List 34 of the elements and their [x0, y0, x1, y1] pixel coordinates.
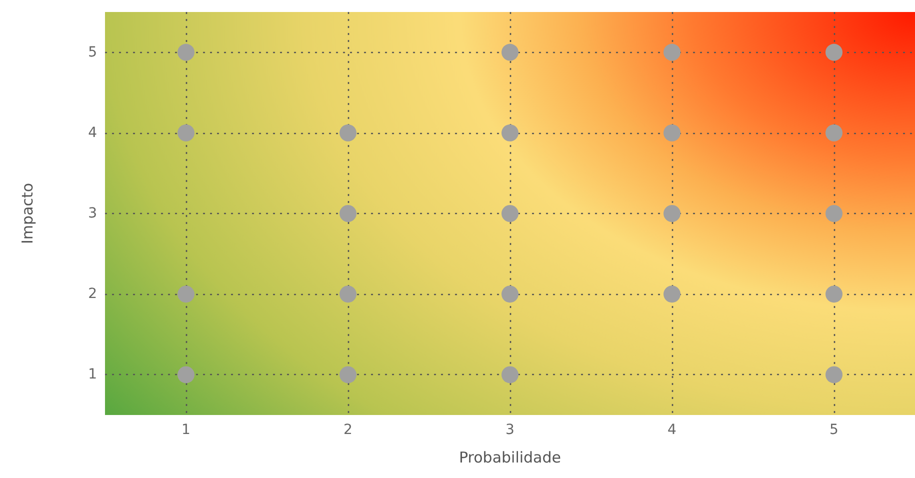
x-tick-label: 2 — [344, 422, 352, 438]
x-tick-label: 1 — [182, 422, 190, 438]
point — [178, 124, 194, 142]
point — [664, 286, 680, 303]
x-tick-label: 4 — [668, 422, 677, 438]
y-tick-label: 1 — [88, 366, 97, 383]
point — [178, 286, 194, 303]
point — [340, 205, 356, 222]
y-tick-label: 3 — [88, 206, 97, 222]
point — [664, 205, 680, 222]
point — [664, 44, 680, 61]
point — [826, 286, 842, 303]
point — [502, 286, 518, 303]
y-tick-label: 2 — [88, 286, 97, 302]
point — [826, 44, 842, 61]
point — [826, 205, 842, 222]
point — [340, 366, 356, 384]
point — [178, 366, 194, 384]
y-axis-title: Impacto — [18, 182, 36, 244]
y-tick-label: 4 — [88, 124, 98, 141]
x-axis-title: Probabilidade — [459, 448, 561, 466]
y-tick-label: 5 — [88, 44, 97, 60]
point — [502, 366, 518, 384]
point — [502, 124, 518, 142]
point — [340, 286, 356, 303]
point — [826, 366, 842, 384]
x-tick-label: 3 — [506, 422, 514, 438]
point — [502, 44, 518, 61]
point — [502, 205, 518, 222]
x-tick-label: 5 — [830, 422, 838, 438]
point — [178, 44, 194, 61]
point — [826, 124, 842, 142]
point — [340, 124, 356, 142]
point — [664, 124, 680, 142]
